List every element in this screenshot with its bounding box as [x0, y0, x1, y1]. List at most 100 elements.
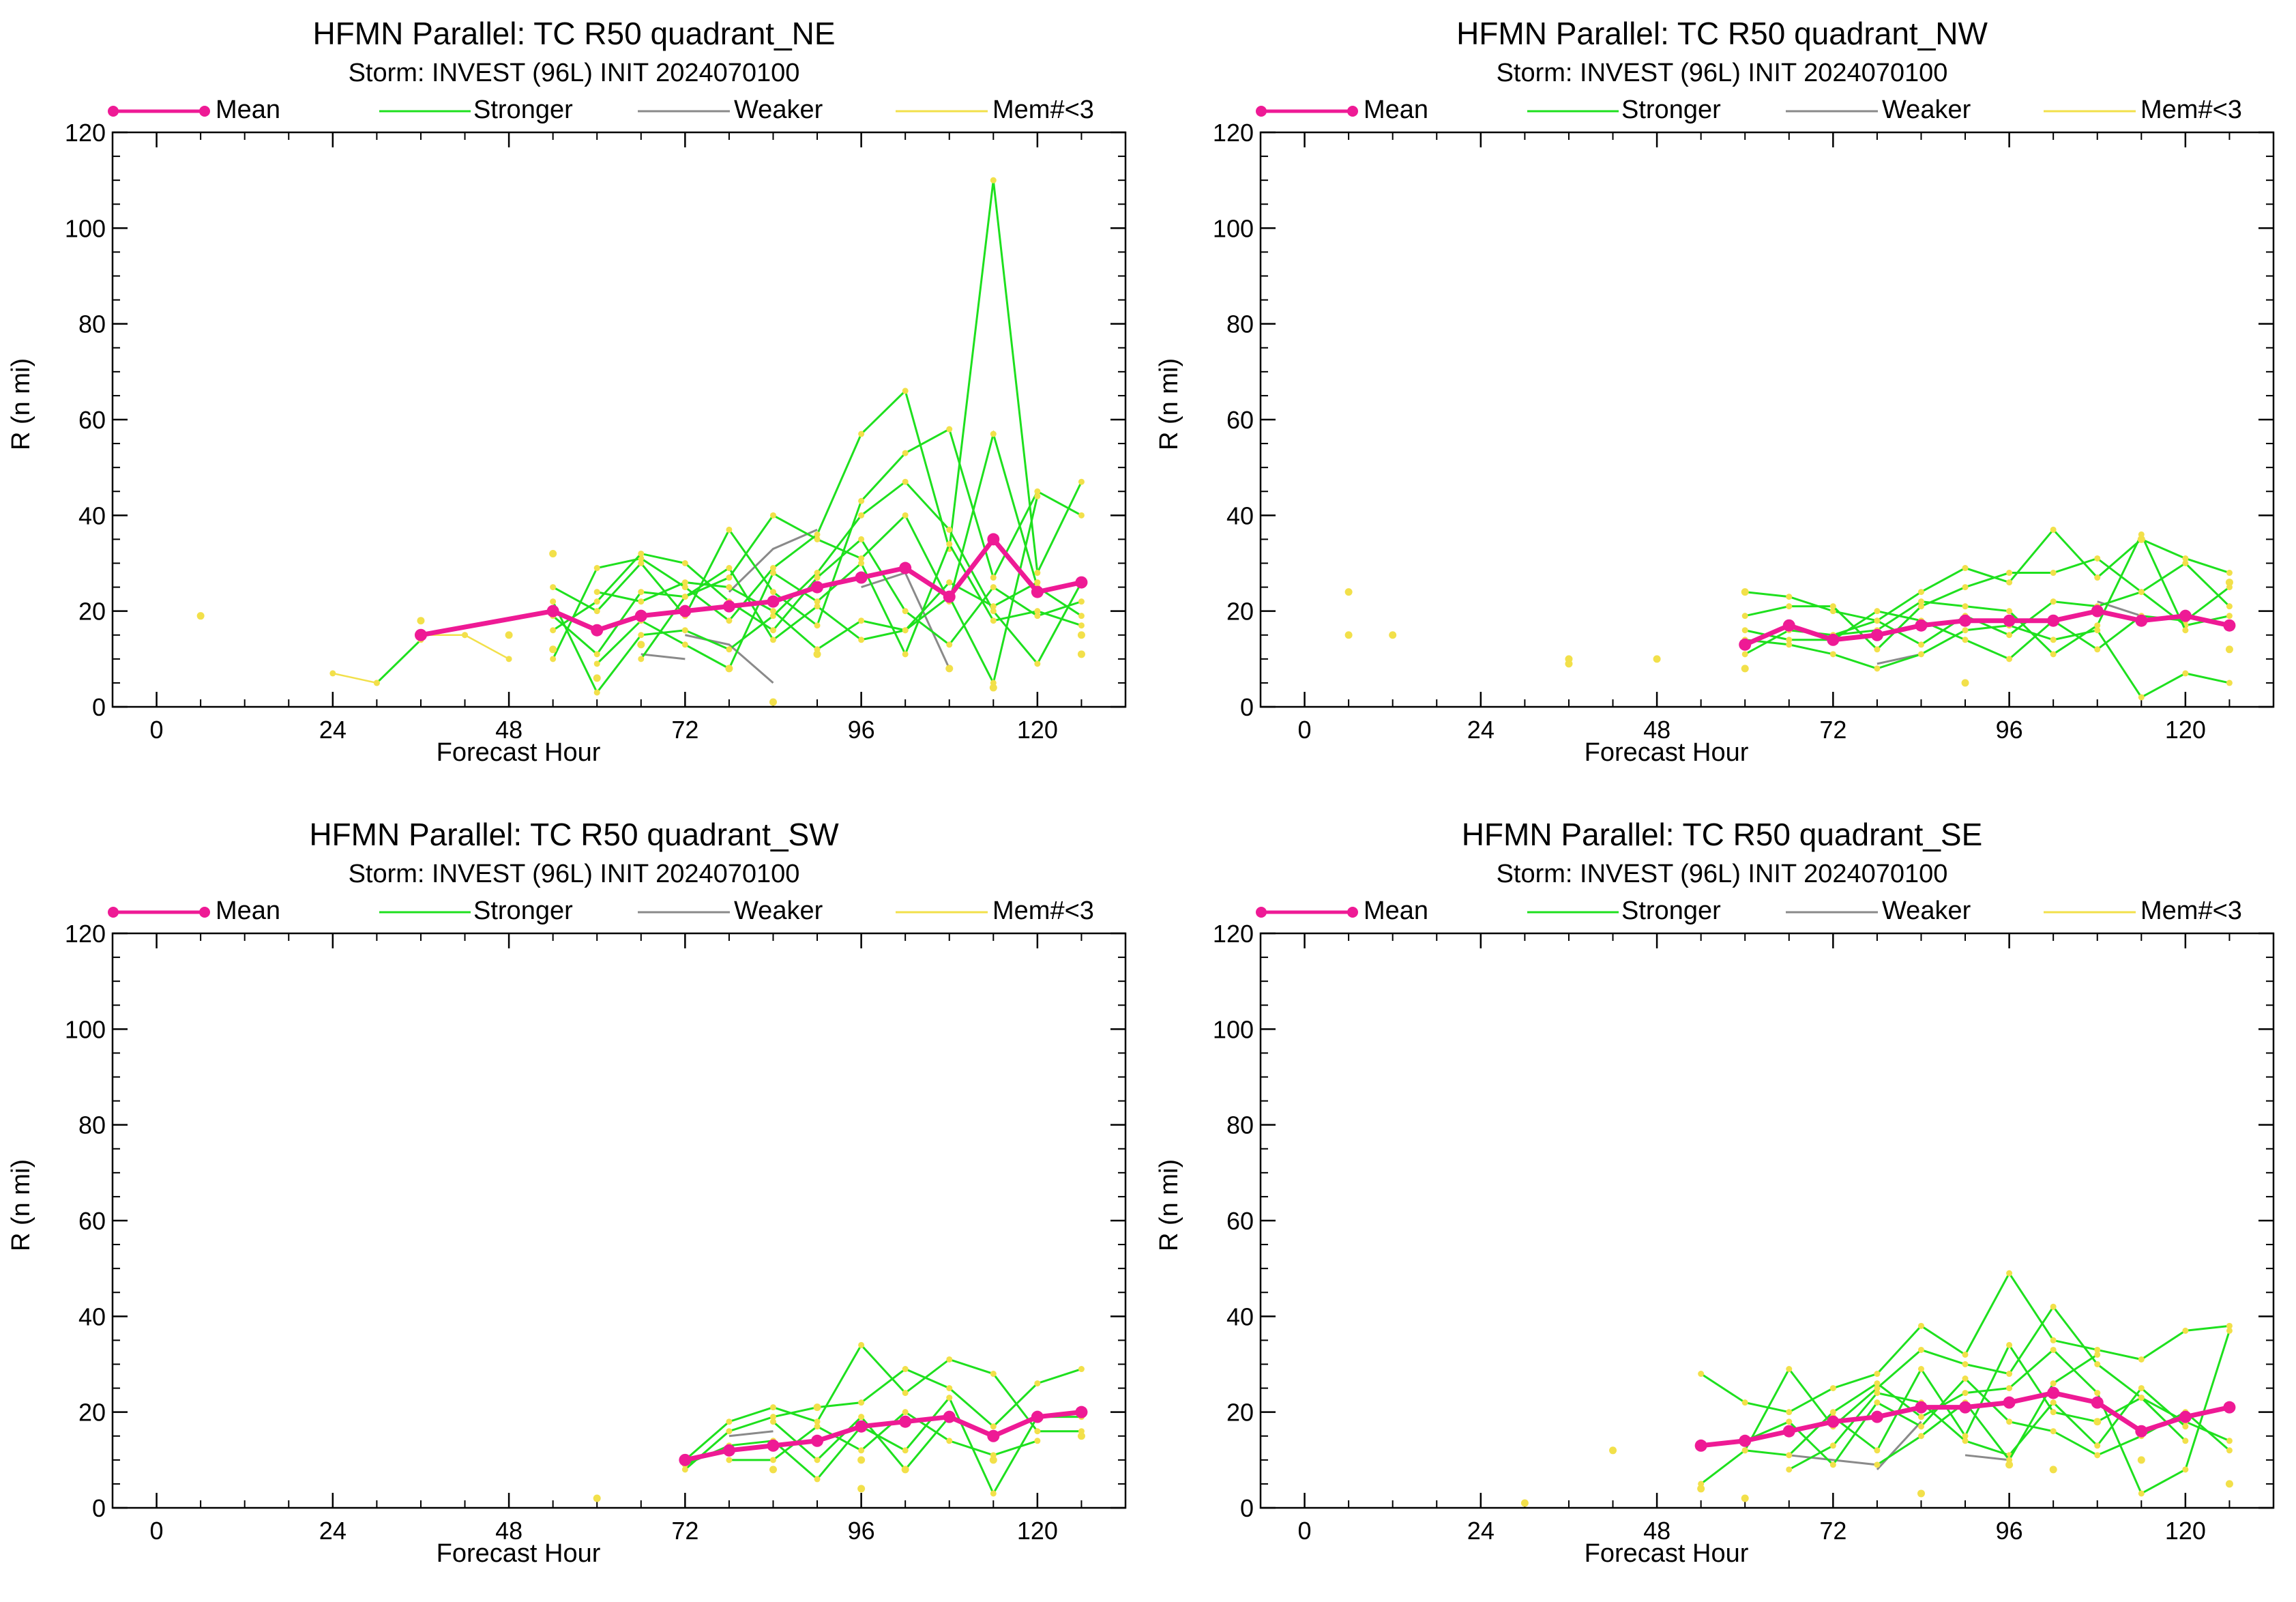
mem-lt3-point: [1609, 1446, 1617, 1455]
mean-point: [1075, 576, 1088, 589]
member-point: [946, 579, 953, 586]
member-point: [1874, 608, 1881, 615]
mem-lt3-point: [1565, 660, 1573, 668]
member-point: [593, 689, 600, 696]
member-point: [726, 646, 733, 653]
mem-lt3-point: [417, 617, 425, 625]
member-point: [681, 579, 688, 586]
legend-label-stronger: Stronger: [473, 897, 573, 925]
member-point: [990, 584, 997, 591]
stronger-member-line: [1745, 528, 2230, 622]
member-point: [1829, 651, 1836, 658]
member-point: [638, 598, 645, 605]
mean-point: [591, 624, 604, 637]
x-tick-label: 24: [319, 716, 347, 744]
member-point: [769, 512, 776, 519]
member-point: [726, 617, 733, 624]
y-tick-label: 20: [1226, 598, 1254, 626]
member-point: [946, 1356, 953, 1363]
mean-point: [2091, 1396, 2104, 1409]
member-point: [2006, 1341, 2013, 1348]
stronger-member-line: [1876, 1354, 2098, 1466]
stronger-member-line: [684, 1367, 1082, 1470]
member-point: [946, 540, 953, 547]
x-tick-label: 0: [1298, 1517, 1312, 1545]
mean-point: [1739, 638, 1752, 651]
member-point: [2226, 1447, 2233, 1454]
member-point: [2050, 526, 2057, 533]
member-point: [814, 574, 821, 581]
mem-lt3-point: [637, 641, 645, 649]
member-point: [726, 526, 733, 533]
stronger-member-line: [640, 566, 1038, 660]
mem-lt3-point: [505, 631, 513, 639]
member-point: [814, 622, 821, 629]
x-tick-label: 96: [1996, 716, 2023, 744]
y-tick-label: 60: [1226, 1207, 1254, 1235]
member-point: [814, 531, 821, 538]
member-point: [1917, 1366, 1924, 1373]
member-point: [726, 1428, 733, 1435]
member-point: [593, 598, 600, 605]
y-axis-label: R (n mi): [1155, 358, 1183, 450]
mem-lt3-point: [1077, 1432, 1085, 1440]
member-point: [2094, 646, 2101, 653]
member-point: [1786, 1366, 1793, 1373]
member-point: [638, 555, 645, 562]
legend-label-stronger: Stronger: [1621, 96, 1721, 124]
member-point: [1034, 608, 1041, 615]
mem-lt3-point: [1741, 665, 1749, 673]
member-point: [1962, 603, 1969, 610]
member-point: [638, 550, 645, 557]
mean-point: [899, 1415, 912, 1428]
member-point: [769, 608, 776, 615]
member-point: [902, 608, 909, 615]
member-point: [726, 565, 733, 572]
member-point: [2182, 1423, 2189, 1430]
member-point: [1741, 651, 1748, 658]
member-point: [2050, 1380, 2057, 1387]
member-point: [2094, 1346, 2101, 1353]
member-point: [858, 431, 865, 437]
x-tick-label: 0: [150, 716, 164, 744]
legend-label-mean: Mean: [1364, 897, 1429, 925]
member-point: [2226, 570, 2233, 577]
legend-mean-marker: [1256, 106, 1267, 117]
mem-lt3-point: [549, 645, 557, 654]
member-point: [858, 512, 865, 519]
member-point: [1829, 608, 1836, 615]
member-point: [2226, 680, 2233, 686]
member-point: [902, 512, 909, 519]
member-point: [1962, 1433, 1969, 1440]
member-point: [814, 1457, 821, 1463]
y-tick-label: 40: [78, 1302, 106, 1330]
plot-frame: [111, 932, 1127, 1509]
member-point: [858, 1341, 865, 1348]
mean-point: [2223, 1401, 2236, 1414]
legend-label-mean: Mean: [216, 897, 281, 925]
mem-lt3-point: [373, 680, 380, 686]
member-point: [2226, 613, 2233, 620]
member-point: [769, 613, 776, 620]
chart-svg: 0 20 40 60 80 100 120 0 24 48 72 96 120: [65, 907, 1127, 1545]
member-point: [946, 426, 953, 433]
y-axis-label: R (n mi): [7, 358, 35, 450]
member-point: [769, 1457, 776, 1463]
y-tick-label: 40: [1226, 501, 1254, 529]
y-axis-label: R (n mi): [1155, 1159, 1183, 1251]
legend-label-mean: Mean: [216, 96, 281, 124]
x-tick-label: 24: [319, 1517, 347, 1545]
member-point: [814, 1423, 821, 1430]
mean-point: [634, 609, 647, 622]
chart-panel-ne: HFMN Parallel: TC R50 quadrant_NE Storm:…: [0, 0, 1148, 801]
mean-point: [855, 571, 868, 584]
member-point: [550, 598, 557, 605]
member-point: [858, 555, 865, 562]
member-point: [2006, 632, 2013, 639]
member-point: [1078, 1366, 1085, 1373]
member-point: [769, 565, 776, 572]
legend-label-weaker: Weaker: [734, 96, 823, 124]
legend-mean-marker: [108, 907, 119, 918]
mem-lt3-point: [1741, 588, 1749, 596]
legend-label-mem: Mem#<3: [2140, 897, 2242, 925]
